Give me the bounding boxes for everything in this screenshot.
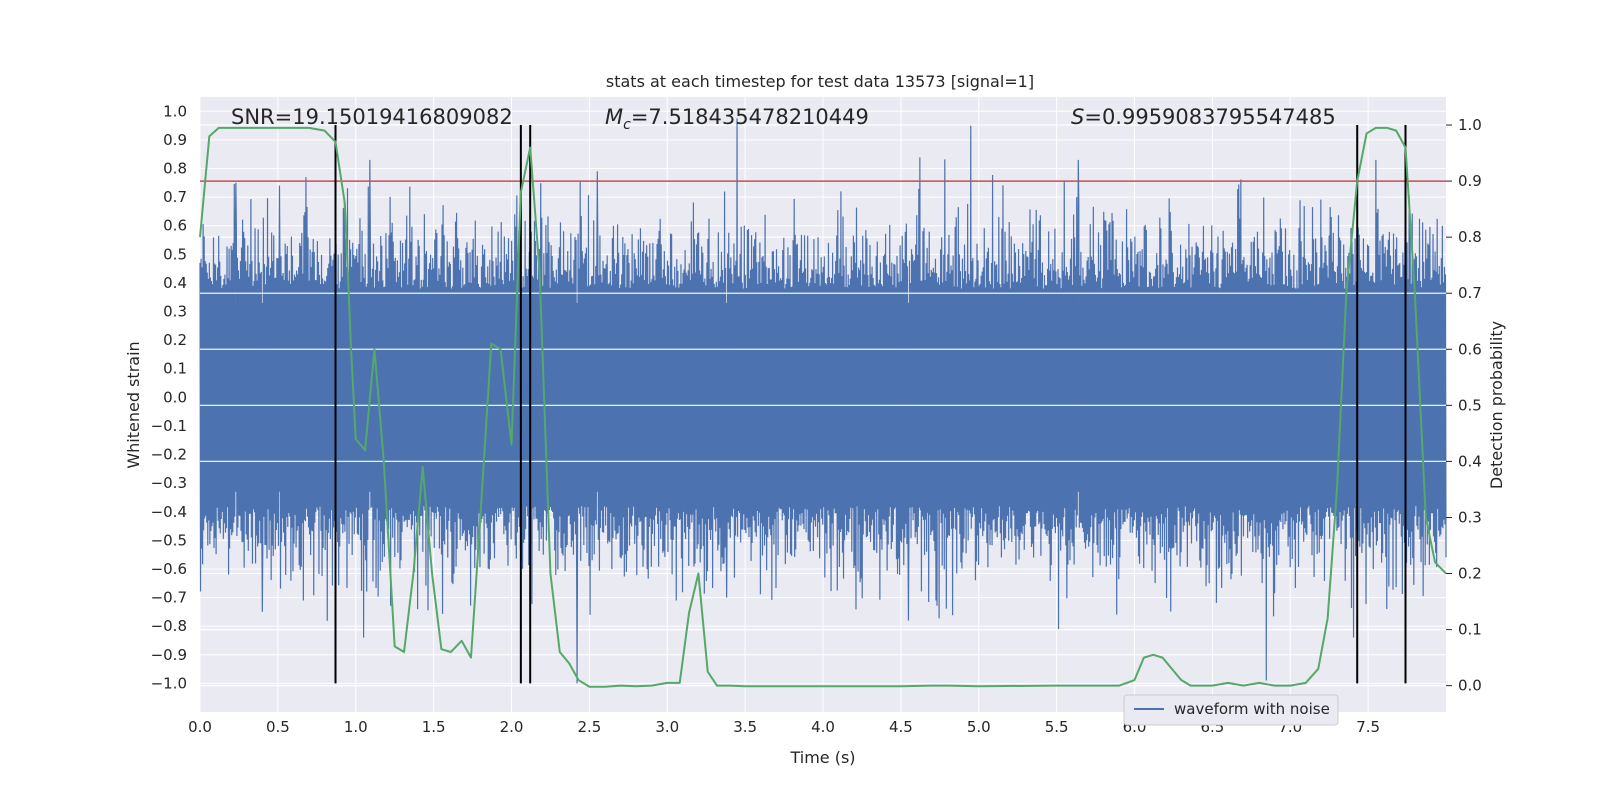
legend-label: waveform with noise bbox=[1174, 700, 1330, 718]
waveform-line bbox=[199, 118, 1447, 684]
y2-tick-label: 0.5 bbox=[1458, 396, 1482, 414]
y-tick-label: −0.8 bbox=[151, 617, 187, 635]
y-axis-label: Whitened strain bbox=[124, 341, 143, 468]
x-tick-label: 1.0 bbox=[344, 718, 368, 736]
y-tick-label: 0.2 bbox=[163, 331, 187, 349]
x-tick-label: 0.5 bbox=[266, 718, 290, 736]
y2-axis-ticks: 1.0 0.9 0.8 0.7 0.6 0.5 0.4 0.3 0.2 0.1 0.0 bbox=[1446, 116, 1482, 695]
y2-tick-label: 0.7 bbox=[1458, 284, 1482, 302]
x-tick-label: 4.0 bbox=[811, 718, 835, 736]
y-tick-label: 0.1 bbox=[163, 360, 187, 378]
waveform-series bbox=[199, 118, 1447, 684]
y2-tick-label: 0.1 bbox=[1458, 621, 1482, 639]
y-tick-label: 0.3 bbox=[163, 303, 187, 321]
x-tick-label: 7.5 bbox=[1356, 718, 1380, 736]
y-tick-label: −0.1 bbox=[151, 417, 187, 435]
y2-tick-label: 0.6 bbox=[1458, 340, 1482, 358]
y2-tick-label: 0.2 bbox=[1458, 565, 1482, 583]
y-tick-label: 1.0 bbox=[163, 102, 187, 120]
y-tick-label: 0.4 bbox=[163, 274, 187, 292]
mc-value: =7.518435478210449 bbox=[631, 105, 869, 129]
y-tick-label: −0.4 bbox=[151, 503, 187, 521]
y2-tick-label: 0.9 bbox=[1458, 172, 1482, 190]
x-tick-label: 1.5 bbox=[422, 718, 446, 736]
y2-tick-label: 1.0 bbox=[1458, 116, 1482, 134]
y2-tick-label: 0.4 bbox=[1458, 452, 1482, 470]
s-symbol: S bbox=[1071, 105, 1084, 129]
x-tick-label: 4.5 bbox=[889, 718, 913, 736]
y-tick-label: −0.7 bbox=[151, 589, 187, 607]
mc-subscript: c bbox=[623, 117, 631, 133]
y-tick-label: 0.7 bbox=[163, 188, 187, 206]
probability-line bbox=[199, 126, 1447, 688]
x-tick-label: 2.5 bbox=[577, 718, 601, 736]
y-tick-label: −0.9 bbox=[151, 646, 187, 664]
mc-symbol: M bbox=[605, 105, 623, 129]
x-tick-label: 5.5 bbox=[1045, 718, 1069, 736]
y-tick-label: −1.0 bbox=[151, 674, 187, 692]
chart-title: stats at each timestep for test data 135… bbox=[606, 72, 1034, 91]
legend-box bbox=[1123, 694, 1339, 726]
snr-annotation: SNR=19.15019416809082 bbox=[231, 105, 513, 129]
s-value: =0.9959083795547485 bbox=[1084, 105, 1335, 129]
y2-tick-label: 0.3 bbox=[1458, 508, 1482, 526]
x-tick-label: 2.0 bbox=[500, 718, 524, 736]
y-axis-ticks: 1.0 0.9 0.8 0.7 0.6 0.5 0.4 0.3 0.2 0.1 0.0 −0.1 −0.… bbox=[151, 102, 187, 692]
y-tick-label: −0.5 bbox=[151, 531, 187, 549]
y-tick-label: −0.6 bbox=[151, 560, 187, 578]
x-tick-label: 3.0 bbox=[655, 718, 679, 736]
y2-tick-label: 0.8 bbox=[1458, 228, 1482, 246]
legend: waveform with noise bbox=[1123, 694, 1339, 726]
score-annotation: S=0.9959083795547485 bbox=[1071, 105, 1336, 129]
probability-series bbox=[199, 126, 1447, 688]
x-tick-label: 0.0 bbox=[188, 718, 212, 736]
y2-axis-label: Detection probability bbox=[1487, 321, 1506, 489]
y-tick-label: 0.0 bbox=[163, 388, 187, 406]
y-tick-label: −0.3 bbox=[151, 474, 187, 492]
y-tick-label: 0.5 bbox=[163, 245, 187, 263]
x-axis-label: Time (s) bbox=[789, 748, 855, 767]
x-tick-label: 5.0 bbox=[967, 718, 991, 736]
y-tick-label: 0.9 bbox=[163, 131, 187, 149]
y-tick-label: 0.8 bbox=[163, 160, 187, 178]
x-axis-ticks: 0.0 0.5 1.0 1.5 2.0 2.5 3.0 3.5 4.0 4.5 5.0 5.5 6.0 6… bbox=[188, 718, 1380, 736]
x-tick-label: 3.5 bbox=[733, 718, 757, 736]
y-tick-label: 0.6 bbox=[163, 217, 187, 235]
y-tick-label: −0.2 bbox=[151, 446, 187, 464]
y2-tick-label: 0.0 bbox=[1458, 677, 1482, 695]
chirp-mass-annotation: Mc=7.518435478210449 bbox=[605, 105, 869, 133]
